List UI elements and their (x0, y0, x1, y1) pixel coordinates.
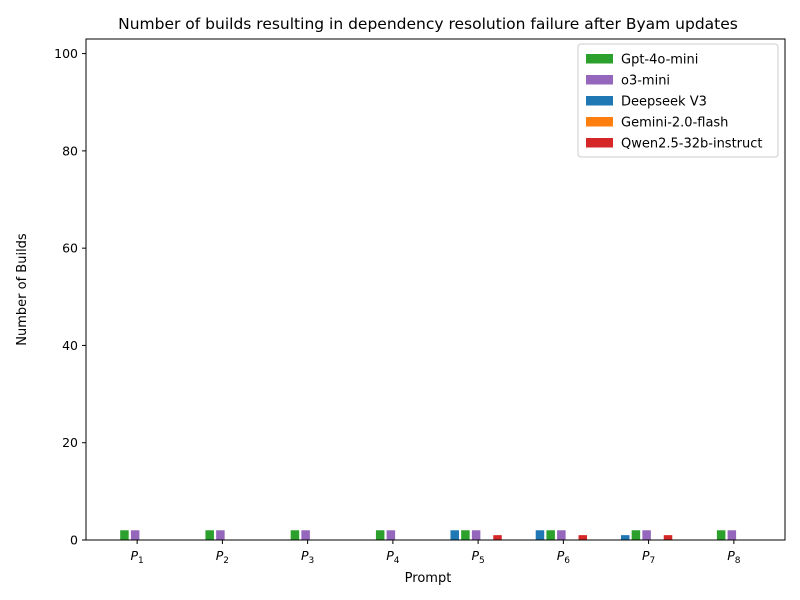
bar-o3-mini-6 (557, 530, 566, 540)
x-tick-label-base: P (301, 548, 309, 563)
bar-o3-mini-3 (301, 530, 310, 540)
x-tick-label-base: P (386, 548, 394, 563)
bar-o3-mini-1 (130, 530, 140, 540)
y-tick-label: 0 (70, 533, 78, 548)
bar-qwen2-5-32b-instruct-5 (493, 535, 502, 540)
x-tick-label-sub: 6 (564, 556, 570, 566)
bar-gpt-4o-mini-4 (375, 530, 385, 540)
bar-qwen2-5-32b-instruct-6 (578, 535, 588, 540)
legend-item: Deepseek V3 (586, 95, 707, 110)
legend-item: Gemini-2.0-flash (586, 116, 728, 131)
bar-gpt-4o-mini-5 (461, 530, 470, 540)
legend-swatch (586, 96, 613, 106)
bar-gpt-4o-mini-3 (290, 530, 300, 540)
bar-gpt-4o-mini-7 (631, 530, 641, 540)
legend-box (577, 43, 779, 158)
x-tick-label-sub: 2 (223, 556, 229, 566)
legend-label: Qwen2.5-32b-instruct (621, 137, 763, 152)
bar-o3-mini-5 (471, 530, 481, 540)
x-tick-label-sub: 7 (650, 556, 656, 566)
x-tick-label: P4 (386, 548, 400, 566)
x-tick-label-base: P (727, 548, 735, 563)
x-tick-label-base: P (642, 548, 650, 563)
y-tick-label: 100 (54, 46, 78, 61)
bar-deepseek-v3-7 (620, 535, 630, 540)
legend: Gpt-4o-mini o3-mini Deepseek V3 Gemini-2.0-… (577, 43, 779, 158)
x-tick-label-base: P (216, 548, 224, 563)
x-tick-label-sub: 5 (479, 556, 485, 566)
bar-gpt-4o-mini-8 (716, 530, 726, 540)
x-tick-label-base: P (131, 548, 139, 563)
x-tick-label: P2 (216, 548, 229, 566)
y-tick-label: 80 (62, 143, 78, 158)
x-axis: P1 P2 P3 P4 P5 P6 P7 P8 (131, 540, 741, 566)
bar-deepseek-v3-6 (535, 530, 545, 540)
legend-label: Gpt-4o-mini (621, 53, 698, 68)
x-tick-label: P1 (131, 548, 144, 566)
bar-gpt-4o-mini-2 (205, 530, 214, 540)
x-tick-label-base: P (471, 548, 479, 563)
x-tick-label: P8 (727, 548, 741, 566)
y-tick-label: 20 (62, 435, 78, 450)
legend-swatch (586, 117, 613, 127)
y-tick-label: 40 (62, 338, 78, 353)
x-tick-label: P6 (557, 548, 571, 566)
bar-deepseek-v3-5 (450, 530, 459, 540)
legend-label: Gemini-2.0-flash (621, 116, 728, 131)
bar-gpt-4o-mini-6 (546, 530, 555, 540)
bar-o3-mini-2 (216, 530, 225, 540)
bar-qwen2-5-32b-instruct-7 (663, 535, 673, 540)
x-tick-label-sub: 3 (309, 556, 315, 566)
x-tick-label-sub: 1 (138, 556, 144, 566)
y-tick-label: 60 (62, 241, 78, 256)
legend-item: Gpt-4o-mini (586, 53, 698, 68)
plot-frame (85, 38, 786, 541)
chart-title: Number of builds resulting in dependency… (118, 15, 738, 33)
x-tick-label-base: P (557, 548, 565, 563)
x-axis-label: Prompt (405, 571, 452, 586)
bar-gpt-4o-mini-1 (120, 530, 129, 540)
bar-o3-mini-8 (727, 530, 737, 540)
bar-o3-mini-7 (642, 530, 651, 540)
y-axis-label: Number of Builds (15, 233, 30, 346)
x-tick-label-sub: 4 (394, 556, 400, 566)
y-axis: 0 20 40 60 80 100 (54, 46, 86, 548)
x-tick-label: P5 (471, 548, 484, 566)
legend-swatch (586, 138, 613, 148)
x-tick-label: P3 (301, 548, 314, 566)
legend-label: o3-mini (621, 74, 670, 89)
x-tick-label-sub: 8 (735, 556, 741, 566)
legend-item: Qwen2.5-32b-instruct (586, 137, 763, 152)
bar-o3-mini-4 (386, 530, 396, 540)
legend-swatch (586, 54, 613, 64)
legend-swatch (586, 75, 613, 85)
x-tick-label: P7 (642, 548, 655, 566)
bars-group (120, 530, 737, 540)
legend-label: Deepseek V3 (621, 95, 707, 110)
legend-item: o3-mini (586, 74, 670, 89)
